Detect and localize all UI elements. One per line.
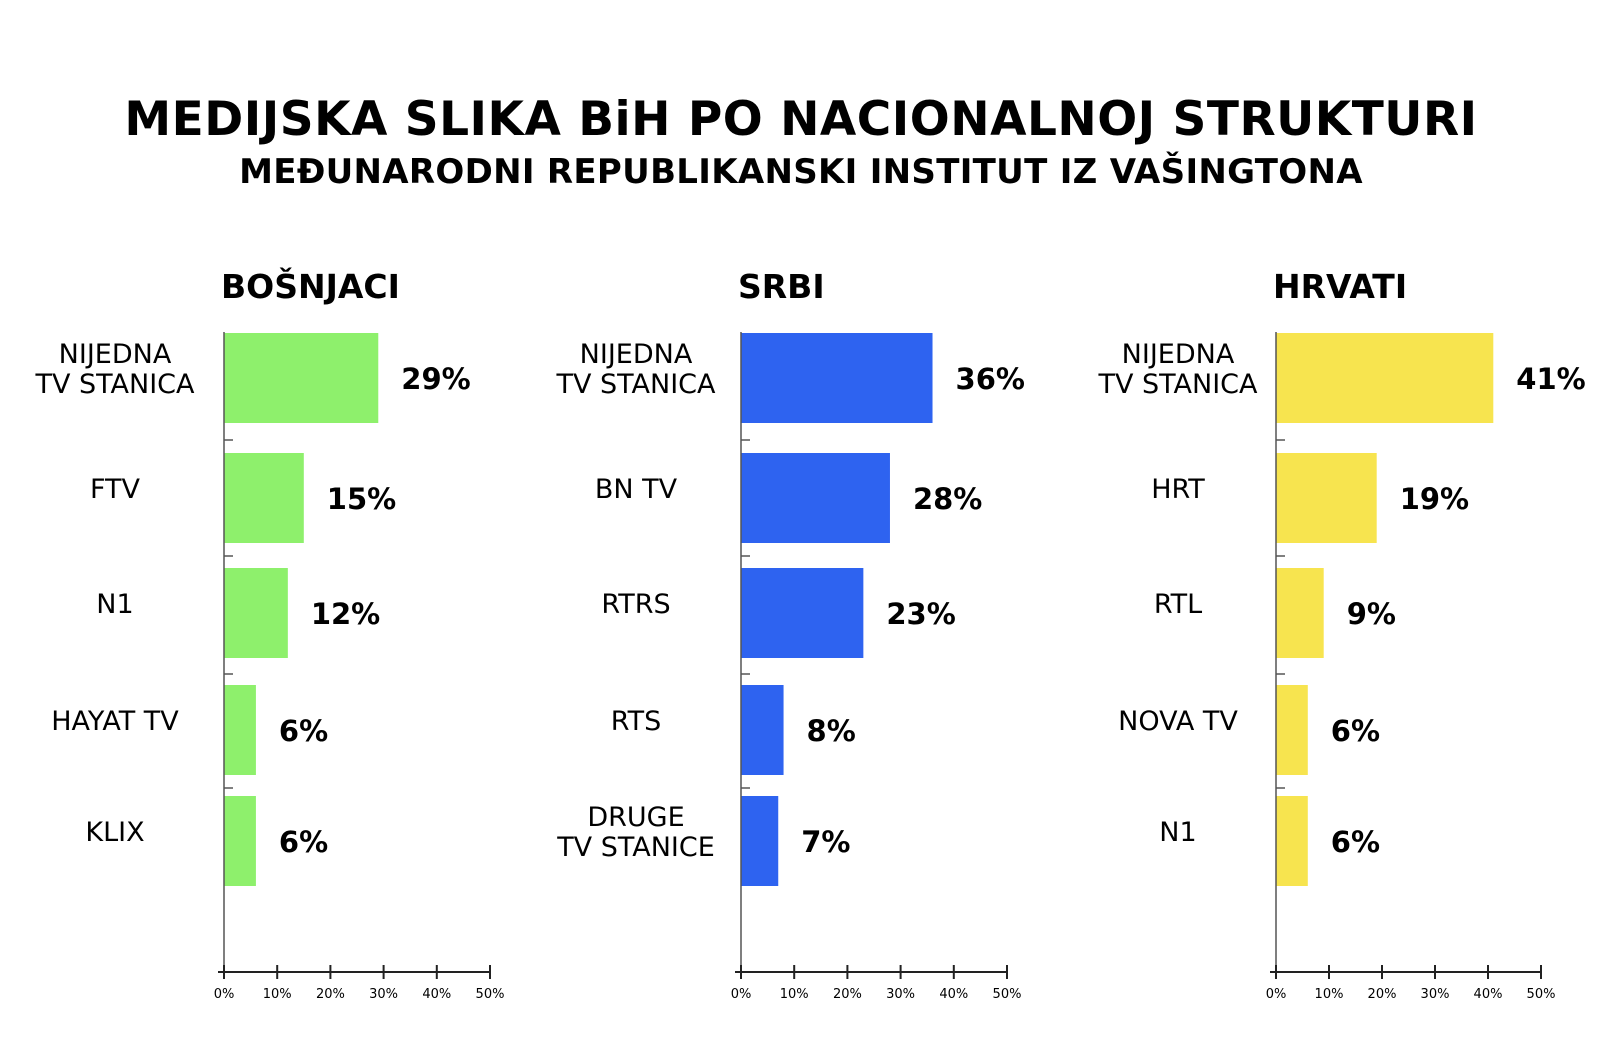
x-axis-tick-label: 30% <box>369 987 398 1002</box>
x-axis-tick-label: 20% <box>316 987 345 1002</box>
bar <box>1276 685 1308 775</box>
bar-value-label: 6% <box>1331 714 1380 748</box>
category-label: NIJEDNA TV STANICA <box>34 339 195 400</box>
category-label: HAYAT TV <box>51 706 179 737</box>
bar-value-label: 12% <box>311 597 380 631</box>
category-label: N1 <box>1159 817 1196 848</box>
category-label: N1 <box>96 589 133 620</box>
category-label: BN TV <box>595 474 678 505</box>
x-axis-tick-label: 40% <box>422 987 451 1002</box>
bar-value-label: 8% <box>807 714 856 748</box>
bar <box>1276 796 1308 886</box>
bar-value-label: 6% <box>1331 825 1380 859</box>
bar-value-label: 29% <box>401 362 470 396</box>
bar-value-label: 9% <box>1347 597 1396 631</box>
bar-value-label: 15% <box>327 482 396 516</box>
bar <box>741 796 779 886</box>
bar <box>741 333 933 423</box>
category-label: RTL <box>1154 589 1202 620</box>
category-label: KLIX <box>85 817 144 848</box>
bar-value-label: 7% <box>801 825 850 859</box>
bar-value-label: 6% <box>279 714 328 748</box>
x-axis-tick-label: 40% <box>939 987 968 1002</box>
x-axis-tick-label: 10% <box>1315 987 1344 1002</box>
bar <box>224 685 256 775</box>
x-axis-tick-label: 20% <box>1368 987 1397 1002</box>
bar-value-label: 6% <box>279 825 328 859</box>
bar-value-label: 28% <box>913 482 982 516</box>
bar <box>1276 333 1494 423</box>
panel-title: HRVATI <box>1273 267 1407 306</box>
bar-value-label: 23% <box>886 597 955 631</box>
x-axis-tick-label: 0% <box>214 987 235 1002</box>
category-label: NOVA TV <box>1118 706 1238 737</box>
category-label: RTS <box>611 706 661 737</box>
x-axis-tick-label: 40% <box>1474 987 1503 1002</box>
category-label: FTV <box>90 474 141 505</box>
x-axis-tick-label: 50% <box>993 987 1022 1002</box>
x-axis-tick-label: 0% <box>1266 987 1287 1002</box>
category-label: NIJEDNA TV STANICA <box>1097 339 1258 400</box>
bar-value-label: 36% <box>956 362 1025 396</box>
bar <box>741 453 890 543</box>
x-axis-tick-label: 30% <box>1421 987 1450 1002</box>
bar <box>224 568 288 658</box>
panel-title: SRBI <box>738 267 825 306</box>
category-label: RTRS <box>601 589 670 620</box>
bar-value-label: 19% <box>1400 482 1469 516</box>
x-axis-tick-label: 10% <box>263 987 292 1002</box>
bar <box>224 796 256 886</box>
category-label: HRT <box>1151 474 1205 505</box>
bar <box>741 568 864 658</box>
x-axis-tick-label: 30% <box>886 987 915 1002</box>
category-label: NIJEDNA TV STANICA <box>555 339 716 400</box>
bar-value-label: 41% <box>1516 362 1585 396</box>
x-axis-tick-label: 50% <box>476 987 505 1002</box>
chart-subtitle: MEĐUNARODNI REPUBLIKANSKI INSTITUT IZ VA… <box>239 152 1363 192</box>
x-axis-tick-label: 20% <box>833 987 862 1002</box>
x-axis-tick-label: 10% <box>780 987 809 1002</box>
bar <box>741 685 784 775</box>
bar <box>224 333 379 423</box>
x-axis-tick-label: 50% <box>1527 987 1556 1002</box>
bar <box>224 453 304 543</box>
chart-title: MEDIJSKA SLIKA BiH PO NACIONALNOJ STRUKT… <box>124 92 1478 147</box>
category-label: DRUGE TV STANICE <box>556 802 715 863</box>
x-axis-tick-label: 0% <box>731 987 752 1002</box>
panel-title: BOŠNJACI <box>221 266 400 306</box>
bar <box>1276 568 1324 658</box>
bar <box>1276 453 1377 543</box>
